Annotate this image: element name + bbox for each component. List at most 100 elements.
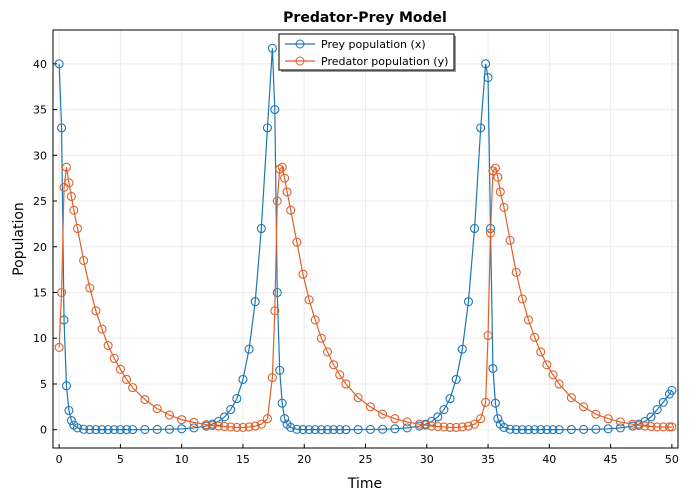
y-tick-label: 25: [33, 195, 47, 208]
marker: [66, 191, 76, 202]
series-line: [58, 48, 673, 431]
marker: [579, 424, 589, 434]
marker: [298, 269, 308, 279]
marker: [536, 347, 546, 357]
marker: [365, 424, 375, 434]
marker: [483, 330, 493, 341]
marker: [85, 283, 95, 293]
marker: [566, 393, 576, 403]
marker: [244, 344, 254, 354]
marker: [505, 235, 515, 245]
x-tick-label: 35: [481, 453, 495, 466]
marker: [646, 421, 656, 432]
marker: [250, 421, 260, 431]
marker: [634, 421, 644, 431]
marker: [280, 414, 290, 424]
marker: [335, 370, 345, 380]
legend-label: Prey population (x): [321, 38, 426, 51]
marker: [481, 59, 491, 69]
x-tick-label: 20: [297, 453, 311, 466]
marker: [481, 397, 491, 407]
marker: [667, 422, 677, 432]
marker: [664, 422, 674, 432]
marker: [329, 425, 339, 435]
x-tick-label: 30: [420, 453, 434, 466]
marker: [554, 425, 564, 435]
marker: [652, 405, 662, 415]
marker: [72, 423, 83, 433]
marker: [256, 419, 266, 429]
plot-frame: [52, 29, 679, 449]
marker: [262, 414, 273, 424]
x-tick-label: 15: [236, 453, 250, 466]
marker: [511, 267, 521, 277]
marker: [189, 417, 199, 427]
marker: [64, 405, 74, 416]
marker: [72, 223, 83, 234]
marker: [505, 424, 515, 434]
marker: [495, 187, 505, 197]
marker: [483, 73, 493, 83]
marker: [280, 173, 290, 183]
marker: [316, 425, 326, 435]
marker: [667, 385, 677, 395]
marker: [270, 306, 280, 316]
marker: [220, 412, 230, 422]
marker: [390, 414, 400, 424]
y-tick-label: 30: [33, 149, 47, 162]
marker: [341, 425, 351, 435]
marker: [121, 374, 132, 384]
marker: [353, 424, 363, 435]
marker: [262, 123, 273, 133]
marker: [207, 421, 217, 431]
marker: [69, 205, 79, 215]
marker: [378, 409, 388, 419]
marker: [341, 379, 351, 389]
marker: [277, 162, 287, 172]
marker: [316, 333, 326, 343]
marker: [128, 425, 138, 435]
y-axis-label: Population: [11, 202, 27, 276]
chart-title: Predator-Prey Model: [283, 10, 447, 26]
marker: [579, 402, 589, 412]
marker: [658, 422, 668, 432]
marker: [536, 425, 546, 435]
marker: [493, 172, 503, 182]
marker: [91, 306, 101, 316]
marker: [91, 425, 101, 435]
marker: [115, 425, 125, 435]
marker: [439, 422, 449, 432]
marker: [267, 43, 277, 53]
marker: [646, 412, 656, 422]
marker: [59, 182, 69, 192]
marker: [275, 164, 285, 174]
marker: [322, 425, 333, 435]
marker: [238, 422, 248, 432]
marker: [79, 255, 89, 266]
marker: [57, 287, 67, 298]
marker: [402, 417, 412, 427]
marker: [517, 425, 527, 435]
y-tick-label: 35: [33, 104, 47, 117]
marker: [275, 365, 285, 375]
marker: [499, 202, 509, 212]
series-line: [58, 166, 672, 429]
marker: [109, 353, 119, 363]
marker: [402, 423, 412, 433]
marker: [420, 420, 431, 430]
marker: [115, 364, 125, 374]
marker: [213, 421, 223, 431]
x-tick-label: 40: [542, 453, 556, 466]
marker: [177, 424, 187, 434]
marker: [433, 412, 443, 422]
marker: [152, 424, 162, 434]
marker: [244, 422, 254, 432]
legend-label: Predator population (y): [321, 55, 448, 68]
marker: [232, 394, 242, 404]
marker: [493, 414, 503, 424]
y-tick-label: 10: [33, 332, 47, 345]
marker: [121, 425, 132, 435]
marker: [488, 363, 498, 373]
marker: [310, 315, 320, 325]
